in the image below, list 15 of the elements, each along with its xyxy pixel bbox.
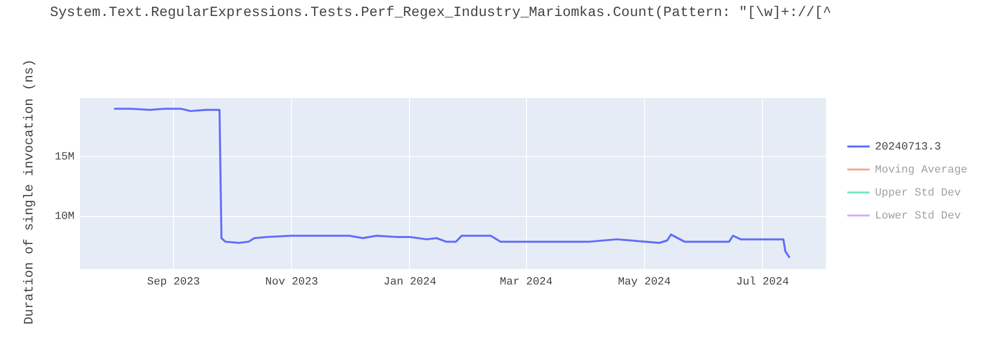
x-tick-label: Mar 2024 bbox=[500, 276, 553, 288]
legend-label: Moving Average bbox=[875, 164, 968, 176]
line-series bbox=[114, 108, 790, 258]
legend-label: Upper Std Dev bbox=[875, 188, 962, 200]
legend-label: 20240713.3 bbox=[875, 142, 942, 154]
y-tick-label: 10M bbox=[54, 211, 74, 224]
chart-title: System.Text.RegularExpressions.Tests.Perf_Regex_Industry_Mariomkas.Count(Pattern: "[\w]+://[^ bbox=[50, 4, 832, 21]
y-axis-title: Duration of single invocation (ns) bbox=[22, 59, 36, 324]
x-tick-label: Jan 2024 bbox=[383, 276, 437, 288]
x-tick-label: May 2024 bbox=[618, 276, 672, 288]
y-tick-label: 15M bbox=[54, 152, 74, 164]
x-tick-label: Nov 2023 bbox=[265, 276, 318, 288]
legend-label: Lower Std Dev bbox=[875, 210, 962, 222]
x-tick-label: Sep 2023 bbox=[147, 276, 200, 288]
x-tick-label: Jul 2024 bbox=[736, 276, 790, 288]
